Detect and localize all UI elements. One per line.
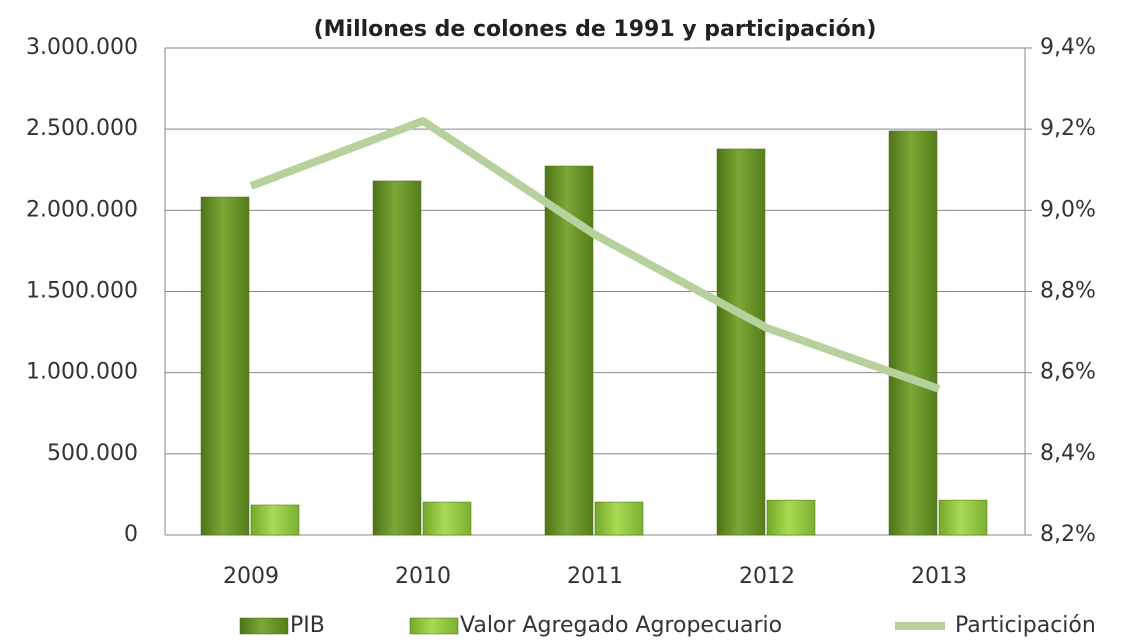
x-tick-label: 2013 xyxy=(911,564,967,589)
bar xyxy=(716,148,766,536)
line-series xyxy=(249,117,941,393)
legend-swatch xyxy=(409,617,459,635)
x-tick-label: 2012 xyxy=(739,564,795,589)
bar xyxy=(888,130,938,536)
y-tick-label: 1.500.000 xyxy=(26,279,138,304)
x-tick-label: 2011 xyxy=(567,564,623,589)
y2-tick-label: 8,6% xyxy=(1040,360,1096,385)
y-tick-label: 3.000.000 xyxy=(26,35,138,60)
legend-swatch xyxy=(239,617,289,635)
y-tick-label: 2.000.000 xyxy=(26,197,138,222)
y2-tick-label: 9,0% xyxy=(1040,197,1096,222)
y2-tick-label: 8,8% xyxy=(1040,279,1096,304)
bar xyxy=(372,180,422,536)
bar xyxy=(422,501,472,536)
y-tick-label: 0 xyxy=(124,522,138,547)
bar xyxy=(594,501,644,536)
y2-tick-label: 8,4% xyxy=(1040,441,1096,466)
bar xyxy=(250,504,300,536)
x-tick-label: 2010 xyxy=(395,564,451,589)
legend-label: Valor Agregado Agropecuario xyxy=(460,613,782,638)
legend-label: Participación xyxy=(955,613,1096,638)
y-tick-label: 2.500.000 xyxy=(26,116,138,141)
x-tick-label: 2009 xyxy=(223,564,279,589)
y-tick-label: 500.000 xyxy=(47,441,138,466)
y2-tick-label: 9,4% xyxy=(1040,35,1096,60)
y-tick-label: 1.000.000 xyxy=(26,360,138,385)
bar xyxy=(766,499,816,536)
chart-title: (Millones de colones de 1991 y participa… xyxy=(314,17,877,42)
bar xyxy=(938,499,988,536)
legend-label: PIB xyxy=(290,613,325,638)
bar xyxy=(200,196,250,536)
y2-tick-label: 8,2% xyxy=(1040,522,1096,547)
y2-tick-label: 9,2% xyxy=(1040,116,1096,141)
